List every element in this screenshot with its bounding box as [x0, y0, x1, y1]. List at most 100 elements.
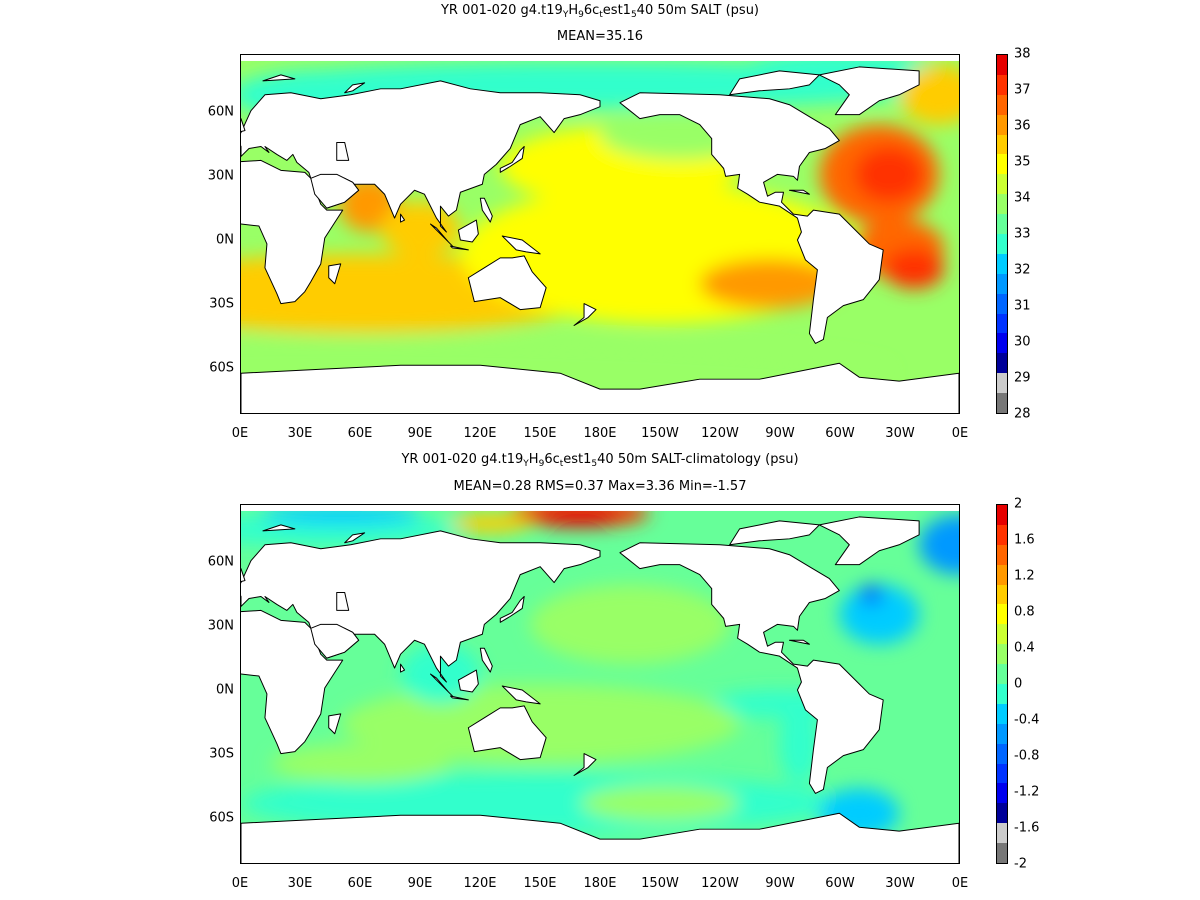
- landmass-philippines: [479, 197, 493, 223]
- salinity-region: [340, 684, 740, 764]
- panel1-colorbar-label: 33: [1014, 226, 1031, 242]
- panel2-colorbar-label: -1.2: [1014, 784, 1040, 800]
- landmass-americas: [619, 542, 884, 794]
- landmass-caspian-gap: [336, 592, 350, 611]
- landmass-antarctica: [241, 362, 959, 413]
- landmass-uk: [241, 568, 246, 583]
- salinity-region: [450, 512, 531, 533]
- panel1-colorbar-label: 30: [1014, 334, 1031, 350]
- title-part: 6c: [544, 452, 560, 467]
- panel2-colorbar-label: 0.8: [1014, 604, 1035, 620]
- panel2-x-tick: 0E: [951, 876, 969, 891]
- colorbar-swatch: [997, 393, 1007, 413]
- colorbar-swatch: [997, 55, 1007, 75]
- salinity-region: [919, 514, 959, 575]
- colorbar-swatch: [997, 94, 1007, 115]
- salinity-region: [854, 146, 925, 203]
- landmass-sumatra: [429, 673, 453, 697]
- panel2-x-tick: 120W: [701, 876, 739, 891]
- panel2-x-tick: 150W: [641, 876, 679, 891]
- title-part: 9: [578, 10, 584, 20]
- salinity-region: [779, 703, 820, 784]
- landmass-greenland: [818, 66, 920, 116]
- title-part: t: [559, 459, 564, 469]
- panel2-y-tick: 30N: [207, 618, 234, 634]
- landmass-svalbard: [262, 74, 296, 82]
- panel1-colorbar-label: 34: [1014, 190, 1031, 206]
- landmass-sumatra: [429, 223, 453, 247]
- landmass-arctic-canada: [729, 70, 820, 96]
- panel2-x-tick: 180E: [583, 876, 617, 891]
- landmass-new-zealand: [573, 303, 597, 326]
- panel2-x-tick: 60E: [347, 876, 373, 891]
- landmass-borneo: [457, 669, 479, 693]
- polar-mask: [241, 505, 959, 511]
- panel1-colorbar-label: 38: [1014, 46, 1031, 62]
- colorbar-swatch: [997, 843, 1007, 863]
- landmass-sri-lanka: [400, 663, 406, 673]
- panel1-x-tick: 180E: [583, 426, 617, 441]
- title-part: YR 001-020 g4.t19: [440, 3, 563, 18]
- panel1-y-tick: 60N: [207, 104, 234, 120]
- panel1-y-tick: 0N: [216, 232, 234, 248]
- colorbar-swatch: [997, 684, 1007, 704]
- salinity-region: [884, 248, 945, 289]
- panel2-x-tick: 30E: [287, 876, 313, 891]
- panel2-x-tick: 150E: [523, 876, 557, 891]
- panel1-x-tick: 120W: [701, 426, 739, 441]
- colorbar-swatch: [997, 524, 1007, 545]
- landmass-philippines: [479, 647, 493, 673]
- landmass-cuba: [788, 189, 810, 195]
- colorbar-swatch: [997, 333, 1007, 354]
- colorbar-swatch: [997, 373, 1007, 394]
- title-part: YR 001-020 g4.t19: [401, 452, 524, 467]
- salinity-region: [540, 506, 620, 527]
- panel1-x-tick: 30E: [287, 426, 313, 441]
- title-part: est1: [563, 452, 592, 467]
- landmass-java: [449, 245, 469, 251]
- salinity-region: [699, 258, 840, 309]
- colorbar-swatch: [997, 703, 1007, 724]
- landmass-borneo: [457, 219, 479, 243]
- panel1-colorbar-label: 37: [1014, 82, 1031, 98]
- landmass-japan: [499, 145, 525, 173]
- title-part: t: [599, 10, 603, 20]
- colorbar-swatch: [997, 624, 1007, 645]
- landmass-antarctica: [241, 812, 959, 863]
- landmass-madagascar: [328, 263, 342, 285]
- panel1-colorbar-label: 28: [1014, 406, 1031, 422]
- colorbar-swatch: [997, 353, 1007, 374]
- panel2-colorbar-label: -1.6: [1014, 820, 1040, 836]
- panel2-colorbar-label: -2: [1014, 856, 1027, 872]
- panel1-colorbar-label: 29: [1014, 370, 1031, 386]
- colorbar-swatch: [997, 273, 1007, 294]
- landmass-new-guinea: [501, 685, 541, 705]
- panel2-colorbar-label: 0.4: [1014, 640, 1035, 656]
- landmass-novaya-zemlya: [344, 82, 366, 94]
- polar-mask: [241, 55, 959, 61]
- colorbar-swatch: [997, 763, 1007, 784]
- panel1-colorbar-label: 35: [1014, 154, 1031, 170]
- landmass-new-guinea: [501, 235, 541, 255]
- panel2-colorbar-label: 1.2: [1014, 568, 1035, 584]
- panel1-x-tick: 90E: [407, 426, 433, 441]
- panel2-y-tick: 60N: [207, 554, 234, 570]
- landmass-madagascar: [328, 713, 342, 735]
- colorbar-swatch: [997, 783, 1007, 804]
- panel1-x-tick: 150E: [523, 426, 557, 441]
- salinity-region: [580, 785, 740, 822]
- panel2-x-tick: 60W: [825, 876, 855, 891]
- panel1-y-tick: 30N: [207, 168, 234, 184]
- panel1-colorbar-label: 31: [1014, 298, 1031, 314]
- panel2-colorbar: [996, 504, 1008, 864]
- title-part: 5: [591, 459, 598, 469]
- panel2-subtitle: MEAN=0.28 RMS=0.37 Max=3.36 Min=-1.57: [453, 479, 747, 494]
- landmass-sri-lanka: [400, 213, 406, 223]
- panel2-colorbar-label: 1.6: [1014, 532, 1035, 548]
- title-part: 6c: [583, 3, 600, 18]
- landmass-australia: [467, 255, 547, 311]
- title-part: Y: [562, 10, 569, 20]
- title-part: H: [528, 452, 539, 467]
- colorbar-swatch: [997, 723, 1007, 744]
- colorbar-swatch: [997, 293, 1007, 314]
